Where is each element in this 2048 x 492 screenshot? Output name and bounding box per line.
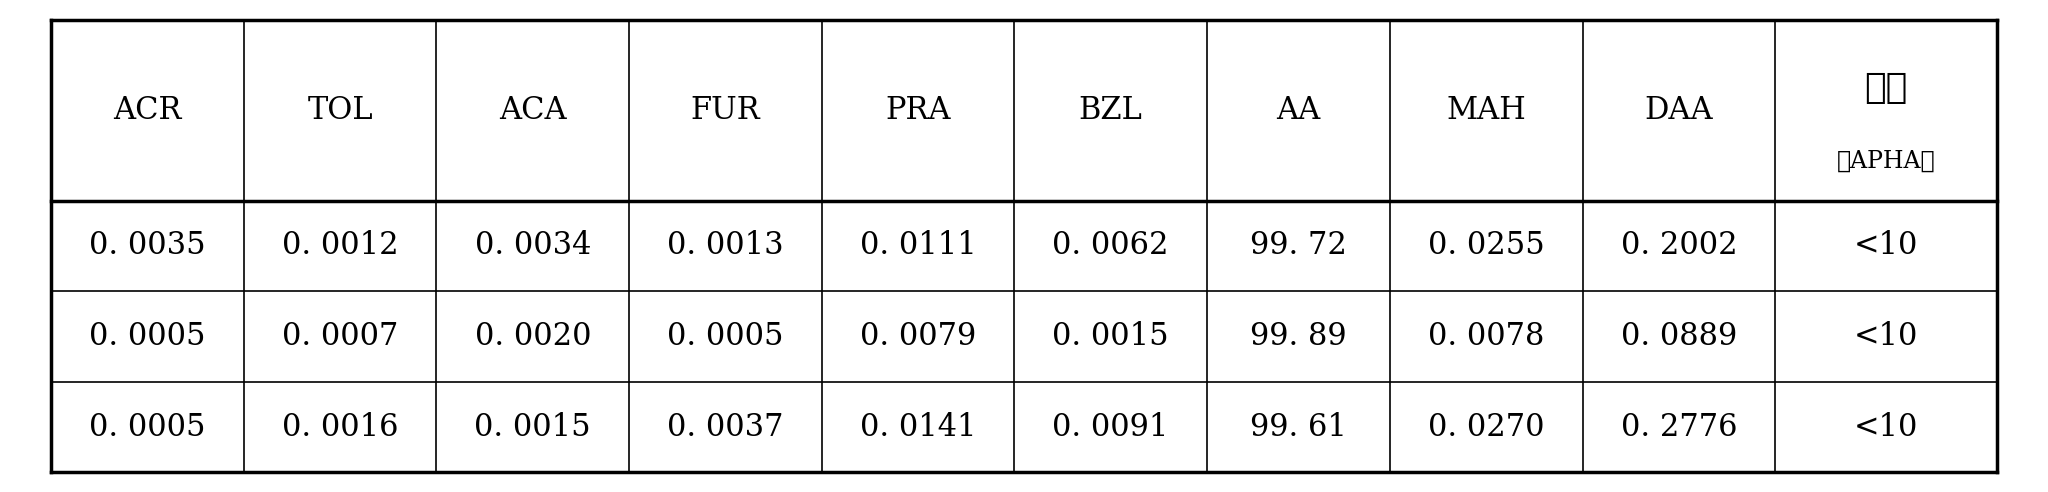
Text: 0. 0889: 0. 0889: [1620, 321, 1737, 352]
Text: 0. 0005: 0. 0005: [90, 411, 205, 443]
Text: 0. 0012: 0. 0012: [283, 230, 399, 262]
Text: <10: <10: [1853, 321, 1919, 352]
Text: 0. 0255: 0. 0255: [1427, 230, 1544, 262]
Text: 0. 0141: 0. 0141: [860, 411, 977, 443]
Text: TOL: TOL: [307, 94, 373, 126]
Text: MAH: MAH: [1446, 94, 1526, 126]
Text: AA: AA: [1276, 94, 1321, 126]
Text: 0. 0016: 0. 0016: [283, 411, 399, 443]
Text: 0. 0035: 0. 0035: [90, 230, 207, 262]
Text: 0. 0007: 0. 0007: [283, 321, 399, 352]
Text: PRA: PRA: [885, 94, 950, 126]
Text: 0. 0015: 0. 0015: [475, 411, 592, 443]
Text: 0. 0270: 0. 0270: [1427, 411, 1544, 443]
Text: FUR: FUR: [690, 94, 760, 126]
Text: 0. 2002: 0. 2002: [1620, 230, 1737, 262]
Text: BZL: BZL: [1079, 94, 1143, 126]
Text: 0. 0111: 0. 0111: [860, 230, 977, 262]
Text: 0. 0037: 0. 0037: [668, 411, 784, 443]
Text: 99. 61: 99. 61: [1249, 411, 1348, 443]
Text: 0. 0020: 0. 0020: [475, 321, 592, 352]
Text: 0. 0005: 0. 0005: [90, 321, 205, 352]
Text: 0. 0034: 0. 0034: [475, 230, 592, 262]
Text: 0. 0013: 0. 0013: [668, 230, 784, 262]
Text: <10: <10: [1853, 411, 1919, 443]
Text: ACR: ACR: [113, 94, 182, 126]
Text: 0. 0079: 0. 0079: [860, 321, 977, 352]
Text: 0. 0091: 0. 0091: [1053, 411, 1169, 443]
Text: （APHA）: （APHA）: [1837, 150, 1935, 172]
Text: <10: <10: [1853, 230, 1919, 262]
Text: 色度: 色度: [1864, 71, 1907, 105]
Text: ACA: ACA: [500, 94, 567, 126]
Text: 0. 0078: 0. 0078: [1427, 321, 1544, 352]
Text: 0. 0005: 0. 0005: [668, 321, 784, 352]
Text: 0. 0062: 0. 0062: [1053, 230, 1169, 262]
Text: 0. 0015: 0. 0015: [1053, 321, 1169, 352]
Text: DAA: DAA: [1645, 94, 1714, 126]
Text: 99. 72: 99. 72: [1249, 230, 1348, 262]
Text: 99. 89: 99. 89: [1249, 321, 1348, 352]
Text: 0. 2776: 0. 2776: [1620, 411, 1737, 443]
